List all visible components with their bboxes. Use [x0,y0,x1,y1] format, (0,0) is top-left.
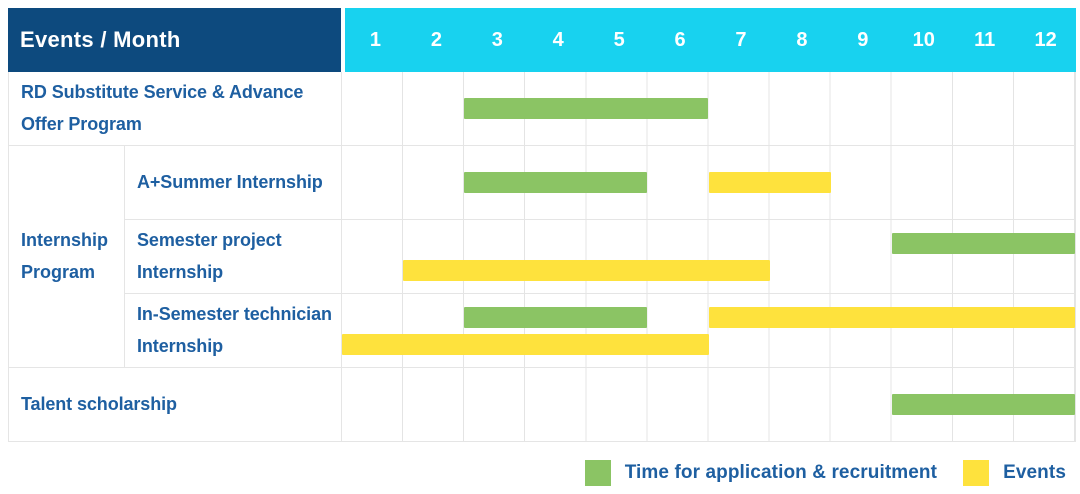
header-divider [341,8,345,72]
row-label: Talent scholarship [9,368,342,442]
legend-item: Time for application & recruitment [584,460,938,486]
gantt-bar-recruitment [464,172,648,193]
legend-swatch-events [963,460,990,486]
month-label-8: 8 [796,28,808,51]
month-label-9: 9 [857,28,869,51]
row-label: In-Semester technician Internship [125,294,342,368]
gantt-bar-events [708,307,1075,328]
legend-label: Events [1003,462,1066,483]
month-label-3: 3 [491,28,503,51]
month-label-12: 12 [1034,28,1057,51]
row-label: RD Substitute Service & Advance Offer Pr… [9,72,342,146]
row-label: Semester project Internship [125,220,342,294]
row-timeline [342,146,1075,220]
month-label-4: 4 [552,28,564,51]
gantt-bar-recruitment [464,98,709,119]
gantt-bar-recruitment [891,233,1075,254]
month-header-row: 1 2 3 4 5 6 7 8 9 10 11 12 [345,8,1076,72]
gantt-bar-recruitment [464,307,648,328]
gantt-body: RD Substitute Service & Advance Offer Pr… [8,72,1076,442]
month-label-7: 7 [735,28,747,51]
month-label-11: 11 [974,28,996,51]
row-timeline [342,294,1075,368]
month-label-2: 2 [430,28,442,51]
row-timeline [342,220,1075,294]
gantt-bar-events [342,334,709,355]
group-label: Internship Program [9,146,125,368]
month-label-1: 1 [369,28,382,51]
legend-swatch-recruitment [584,460,611,486]
row-label: A+Summer Internship [125,146,342,220]
gantt-bar-recruitment [891,394,1075,415]
table-header-row: Events / Month 1 2 3 4 5 6 7 8 9 10 11 12 [8,8,1076,72]
month-label-6: 6 [674,28,686,51]
events-month-table: Events / Month 1 2 3 4 5 6 7 8 9 10 11 12 RD Substi… [8,8,1076,442]
row-timeline [342,368,1075,442]
legend-item: Events [963,460,1066,486]
row-timeline [342,72,1075,146]
events-month-header: Events / Month [8,8,341,72]
gantt-bar-events [403,260,770,281]
chart-legend: Time for application & recruitment Events [584,460,1066,486]
month-label-5: 5 [613,28,625,51]
gantt-bar-events [708,172,831,193]
month-label-10: 10 [912,28,935,51]
legend-label: Time for application & recruitment [624,462,938,483]
